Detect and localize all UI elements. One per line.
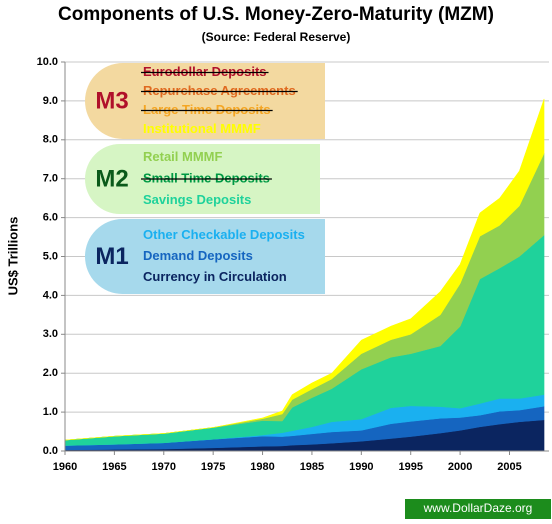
legend-group-label: M2 [95, 165, 128, 192]
x-tick-label: 1975 [201, 461, 225, 473]
legend-item: Large Time Deposits [143, 102, 271, 117]
y-tick-label: 1.0 [43, 406, 58, 418]
legend-item: Repurchase Agreements [143, 83, 296, 98]
legend-group-label: M1 [95, 243, 128, 270]
legend-item: Savings Deposits [143, 192, 251, 207]
x-tick-label: 1970 [152, 461, 176, 473]
legend-item: Small Time Deposits [143, 170, 270, 185]
y-tick-label: 9.0 [43, 95, 58, 107]
area [64, 98, 545, 441]
legend-item: Eurodollar Deposits [143, 64, 267, 79]
chart-title: Components of U.S. Money-Zero-Maturity (… [58, 4, 494, 25]
chart-subtitle: (Source: Federal Reserve) [202, 30, 351, 44]
y-tick-label: 5.0 [43, 250, 58, 262]
y-tick-label: 0.0 [43, 445, 58, 457]
y-tick-label: 7.0 [43, 173, 58, 185]
watermark-box [405, 499, 551, 519]
x-tick-label: 1985 [300, 461, 324, 473]
y-tick-label: 3.0 [43, 328, 58, 340]
y-axis-label: US$ Trillions [5, 217, 20, 296]
y-tick-label: 4.0 [43, 289, 58, 301]
x-tick-label: 1990 [349, 461, 373, 473]
legend-box [85, 63, 325, 139]
x-tick-label: 2000 [448, 461, 472, 473]
legend-item: Demand Deposits [143, 248, 253, 263]
x-tick-label: 1960 [53, 461, 77, 473]
y-tick-label: 2.0 [43, 367, 58, 379]
legend-item: Retail MMMF [143, 149, 223, 164]
legend-item: Other Checkable Deposits [143, 227, 305, 242]
y-tick-label: 10.0 [37, 56, 58, 68]
x-tick-label: 1980 [250, 461, 274, 473]
legend-item: Currency in Circulation [143, 269, 287, 284]
x-tick-label: 1965 [102, 461, 126, 473]
legend-group-label: M3 [95, 87, 128, 114]
legend-box [85, 219, 325, 294]
y-tick-label: 8.0 [43, 134, 58, 146]
y-tick-label: 6.0 [43, 212, 58, 224]
watermark: www.DollarDaze.org [423, 501, 533, 515]
x-tick-label: 2005 [497, 461, 521, 473]
x-tick-label: 1995 [398, 461, 422, 473]
legend-item: Institutional MMMF [143, 121, 261, 136]
